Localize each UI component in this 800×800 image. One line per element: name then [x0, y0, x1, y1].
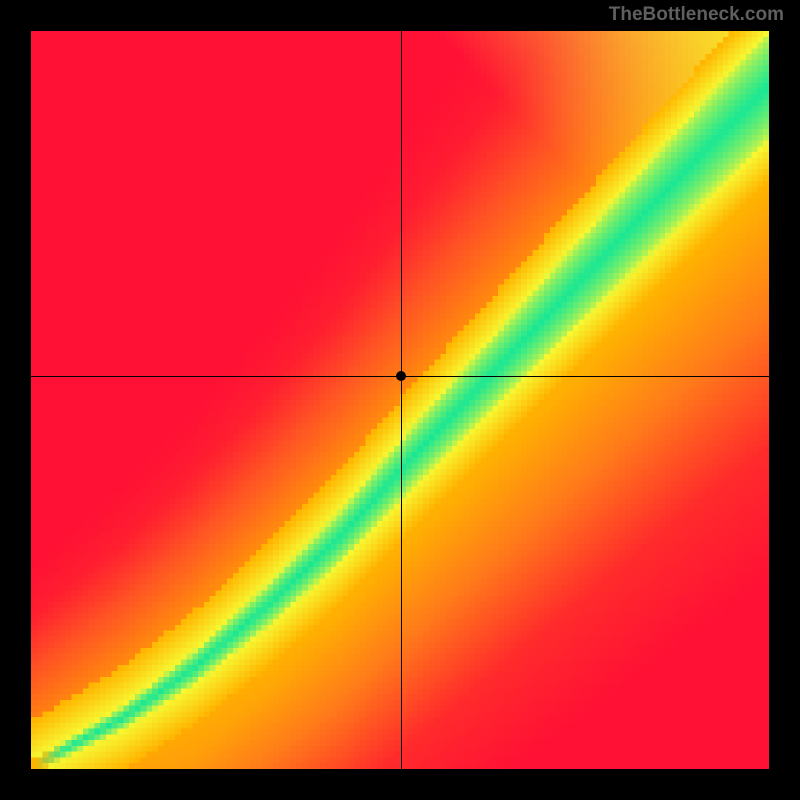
heatmap-canvas — [31, 31, 769, 769]
crosshair-marker — [396, 371, 406, 381]
crosshair-vertical — [401, 31, 402, 769]
attribution-text: TheBottleneck.com — [609, 4, 784, 26]
heatmap-plot — [31, 31, 769, 769]
